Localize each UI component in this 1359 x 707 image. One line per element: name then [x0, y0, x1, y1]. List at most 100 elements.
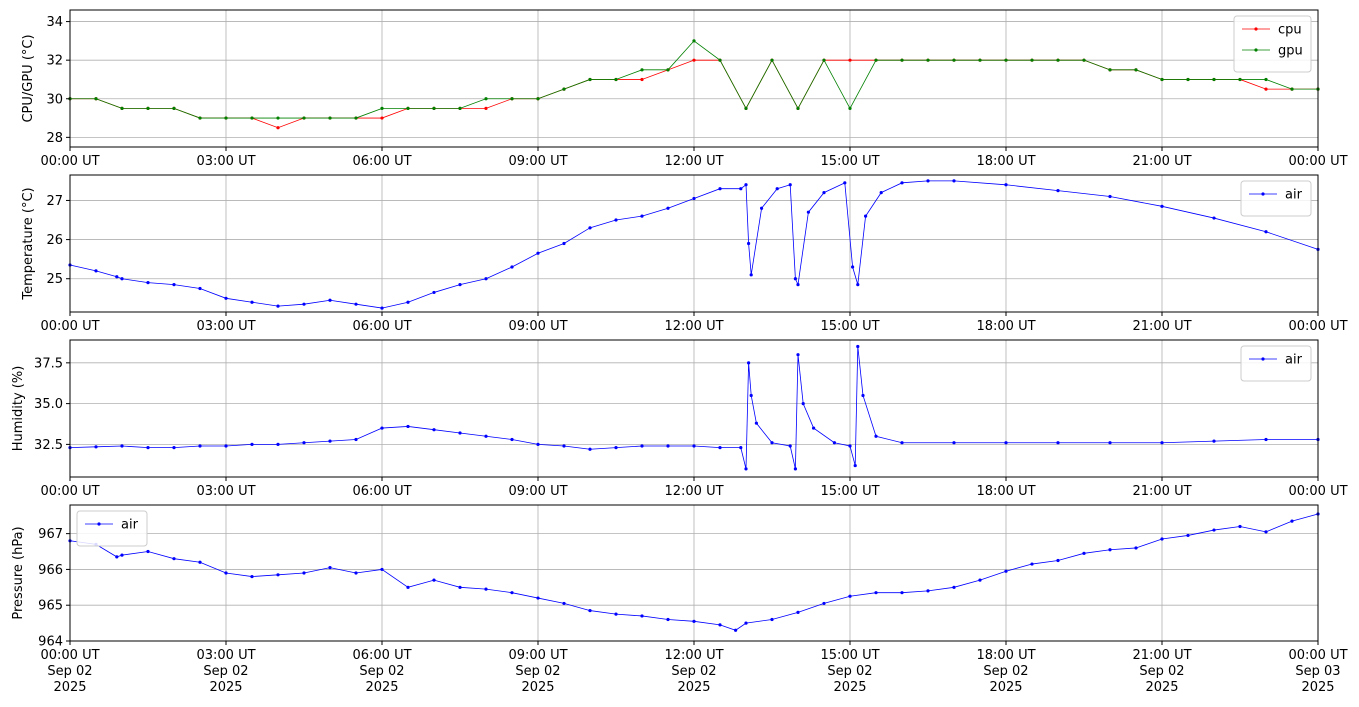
data-point-air	[874, 434, 878, 438]
data-point-air	[380, 567, 384, 572]
data-point-air	[1056, 189, 1060, 193]
x-tick-label: 00:00 UT	[40, 154, 99, 169]
legend-marker-cpu	[1254, 27, 1258, 31]
data-point-air	[1056, 441, 1060, 445]
data-point-air	[354, 437, 358, 442]
data-point-gpu	[1030, 58, 1034, 62]
data-point-air	[1108, 441, 1112, 445]
data-point-air	[739, 446, 743, 450]
data-point-air	[770, 441, 774, 445]
data-point-gpu	[614, 77, 618, 82]
legend-marker-gpu	[1254, 48, 1258, 52]
data-point-air	[926, 179, 930, 183]
data-point-air	[1108, 548, 1112, 552]
data-point-air	[1004, 183, 1008, 187]
data-point-air	[198, 560, 202, 564]
data-point-cpu	[484, 106, 488, 111]
x-tick-label: 12:00 UT	[664, 319, 723, 334]
data-point-air	[115, 275, 119, 279]
data-point-air	[1004, 441, 1008, 445]
x-tick-label: 00:00 UT	[1288, 484, 1347, 499]
data-point-air	[562, 444, 566, 448]
x-tick-label: 00:00 UT Sep 03 2025	[1288, 648, 1347, 695]
data-point-air	[432, 290, 436, 295]
x-tick-label: 21:00 UT	[1132, 319, 1191, 334]
legend: air	[1240, 345, 1312, 382]
y-axis-label: Humidity (%)	[11, 366, 26, 452]
data-point-gpu	[692, 39, 696, 43]
data-point-air	[1264, 530, 1268, 534]
data-point-cpu	[848, 58, 852, 62]
series-air	[68, 512, 1320, 632]
y-tick-label: 965	[38, 599, 63, 614]
data-point-air	[198, 286, 202, 291]
data-point-gpu	[1186, 77, 1190, 82]
data-point-air	[115, 555, 119, 559]
data-point-air	[856, 283, 860, 287]
data-point-gpu	[380, 106, 384, 111]
data-point-air	[861, 393, 865, 398]
data-point-air	[1212, 439, 1216, 443]
data-point-gpu	[1004, 58, 1008, 62]
data-point-air	[510, 437, 514, 442]
data-point-air	[276, 442, 280, 446]
data-point-gpu	[406, 106, 410, 111]
data-point-gpu	[1056, 58, 1060, 62]
data-point-air	[1160, 537, 1164, 541]
data-point-air	[747, 361, 751, 365]
data-point-gpu	[900, 58, 904, 62]
data-point-air	[952, 441, 956, 445]
x-tick-label: 21:00 UT	[1132, 154, 1191, 169]
data-point-gpu	[484, 97, 488, 101]
data-point-air	[926, 589, 930, 593]
data-point-air	[1082, 551, 1086, 555]
data-point-air	[302, 441, 306, 445]
x-tick-label: 09:00 UT Sep 02 2025	[508, 648, 567, 695]
data-point-air	[788, 444, 792, 448]
data-point-air	[224, 296, 228, 300]
x-tick-label: 12:00 UT	[664, 154, 723, 169]
data-point-gpu	[94, 97, 98, 101]
y-tick-label: 26	[46, 233, 63, 248]
data-point-gpu	[588, 77, 592, 82]
data-point-air	[952, 585, 956, 589]
data-point-air	[744, 621, 748, 625]
data-point-gpu	[1238, 77, 1242, 82]
data-point-air	[406, 300, 410, 304]
x-tick-label: 15:00 UT	[820, 154, 879, 169]
data-point-air	[848, 594, 852, 598]
data-point-air	[775, 187, 779, 191]
data-point-air	[614, 218, 618, 222]
data-point-air	[198, 444, 202, 448]
data-point-air	[302, 302, 306, 306]
data-point-air	[952, 179, 956, 183]
x-tick-label: 18:00 UT	[976, 484, 1035, 499]
legend-label-air: air	[1285, 353, 1303, 368]
data-point-air	[250, 300, 254, 304]
x-tick-label: 15:00 UT	[820, 484, 879, 499]
data-point-cpu	[276, 126, 280, 130]
data-point-air	[458, 585, 462, 589]
data-point-air	[1238, 524, 1242, 529]
x-tick-label: 21:00 UT	[1132, 484, 1191, 499]
x-tick-label: 00:00 UT	[40, 319, 99, 334]
data-point-gpu	[848, 106, 852, 111]
data-point-air	[172, 446, 176, 450]
data-point-air	[692, 619, 696, 623]
legend-marker-air	[97, 522, 101, 526]
x-tick-label: 00:00 UT	[1288, 154, 1347, 169]
data-point-air	[978, 578, 982, 582]
data-point-gpu	[510, 97, 514, 101]
data-point-air	[146, 446, 150, 450]
data-point-gpu	[1082, 58, 1086, 62]
data-point-gpu	[1160, 77, 1164, 82]
data-point-gpu	[172, 106, 176, 111]
data-point-air	[276, 573, 280, 577]
x-tick-label: 09:00 UT	[508, 154, 567, 169]
data-point-air	[718, 187, 722, 191]
data-point-gpu	[874, 58, 878, 62]
data-point-air	[536, 596, 540, 600]
data-point-air	[562, 601, 566, 606]
data-point-gpu	[562, 87, 566, 91]
data-point-air	[406, 424, 410, 429]
